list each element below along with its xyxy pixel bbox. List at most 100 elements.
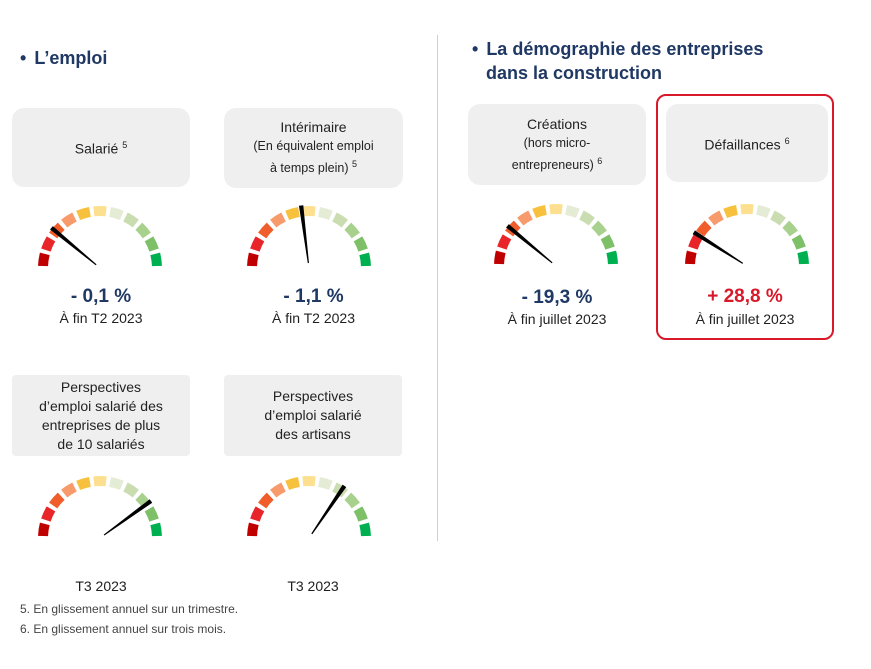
gauge-segment (270, 212, 286, 228)
gauge-segment (285, 206, 300, 220)
gauge-segment (302, 476, 316, 487)
gauge-segment (756, 204, 771, 218)
gauge-segment (250, 506, 265, 522)
gauge-segment (318, 476, 333, 490)
gauge-segment (76, 476, 91, 490)
gauge-segment (38, 522, 50, 537)
gauge-segment (258, 222, 274, 239)
gauge-perspectives-artisans (247, 476, 371, 537)
gauge-defaillances (685, 204, 809, 265)
value-creations: - 19,3 % (521, 287, 593, 308)
footnote-ref: 6 (597, 155, 603, 166)
gauge-segment (532, 204, 547, 218)
gauge-segment (688, 234, 703, 250)
gauge-perspectives-10 (38, 476, 162, 537)
label-interimaire: Intérimaire (En équivalent emploi à temp… (224, 108, 403, 188)
caption-salarie: À fin T2 2023 (59, 310, 143, 326)
bullet-icon: • (20, 48, 27, 68)
gauge-segment (353, 506, 368, 522)
gauge-segment (494, 250, 506, 265)
gauge-segment (332, 212, 348, 228)
gauge-segment (285, 476, 300, 490)
section-divider (437, 35, 438, 541)
gauge-segment (591, 220, 607, 237)
section-title-emploi: • L’emploi (20, 48, 108, 68)
footnote-ref: 6 (784, 135, 790, 146)
value-interimaire: - 1,1 % (283, 286, 344, 307)
gauge-segment (61, 482, 77, 498)
gauge-segment (579, 210, 595, 226)
gauge-segment (318, 206, 333, 220)
gauge-segment (302, 206, 316, 217)
gauge-segment (258, 492, 274, 509)
gauge-needle (103, 499, 153, 536)
label-perspectives-artisans: Perspectives d’emploi salarié des artisa… (224, 375, 402, 456)
caption-interimaire: À fin T2 2023 (271, 310, 356, 326)
gauge-segment (109, 476, 124, 490)
gauge-segment (353, 236, 368, 252)
footnote-ref: 5 (122, 140, 128, 151)
label-perspectives-10: Perspectives d’emploi salarié des entrep… (12, 375, 190, 456)
gauge-segment (600, 234, 615, 250)
gauge-segment (38, 252, 50, 267)
caption-perspectives-10: T3 2023 (75, 578, 127, 594)
gauge-segment (782, 220, 798, 237)
highlight-frame (656, 94, 834, 340)
gauge-segment (770, 210, 786, 226)
gauge-segment (250, 236, 265, 252)
gauge-salarie (38, 206, 162, 267)
gauge-segment (270, 482, 286, 498)
gauge-segment (791, 234, 806, 250)
gauge-segment (93, 476, 107, 487)
caption-perspectives-artisans: T3 2023 (287, 578, 339, 594)
gauge-segment (359, 522, 371, 537)
footnote-5: 5. En glissement annuel sur un trimestre… (20, 602, 239, 616)
gauge-segment (93, 206, 107, 217)
caption-defaillances: À fin juillet 2023 (695, 311, 795, 327)
gauge-segment (344, 492, 360, 509)
gauge-segment (685, 250, 697, 265)
footnote-ref: 5 (351, 159, 357, 170)
gauge-segment (41, 236, 56, 252)
gauge-segment (549, 204, 563, 215)
value-defaillances: + 28,8 % (707, 286, 783, 307)
gauge-interimaire (247, 205, 371, 267)
gauge-needle (692, 230, 744, 264)
gauge-segment (61, 212, 77, 228)
gauge-segment (797, 250, 809, 265)
gauge-segment (565, 204, 580, 218)
gauge-segment (49, 492, 65, 509)
caption-creations: À fin juillet 2023 (507, 311, 607, 327)
gauge-segment (344, 222, 360, 239)
gauge-creations (494, 204, 618, 265)
label-defaillances: Défaillances 6 (666, 104, 828, 182)
value-salarie: - 0,1 % (70, 286, 132, 307)
label-salarie: Salarié 5 (12, 108, 190, 187)
footnote-6: 6. En glissement annuel sur trois mois. (20, 622, 227, 636)
gauge-needle (50, 226, 97, 266)
gauge-segment (247, 252, 259, 267)
gauge-segment (497, 234, 512, 250)
gauge-segment (696, 220, 712, 237)
gauge-segment (708, 210, 724, 226)
gauge-segment (517, 210, 533, 226)
gauge-needle (311, 484, 347, 535)
gauge-segment (359, 252, 371, 267)
gauge-segment (247, 522, 259, 537)
gauge-segment (144, 236, 159, 252)
gauge-segment (150, 252, 162, 267)
label-creations: Créations (hors micro- entrepreneurs) 6 (468, 104, 646, 185)
gauge-needle (298, 205, 309, 264)
gauge-segment (109, 206, 124, 220)
gauge-segment (123, 212, 139, 228)
gauge-segment (41, 506, 56, 522)
gauge-needle (506, 224, 553, 264)
gauge-segment (123, 482, 139, 498)
gauge-segment (150, 522, 162, 537)
gauge-segment (76, 206, 91, 220)
section-title-demographie: • La démographie des entreprises dans la … (472, 39, 764, 83)
gauge-segment (740, 204, 754, 215)
gauge-segment (144, 506, 159, 522)
gauge-segment (135, 222, 151, 239)
gauge-segment (723, 204, 738, 218)
